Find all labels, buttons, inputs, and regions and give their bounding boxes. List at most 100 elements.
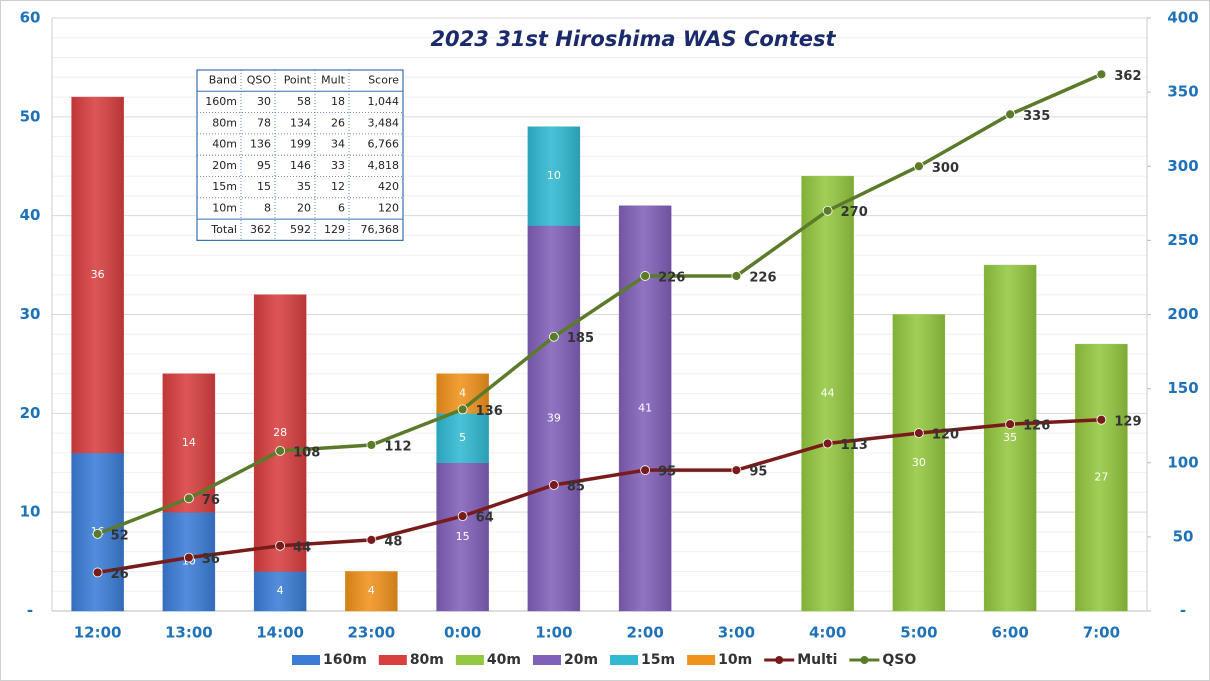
line-label: 48 — [384, 534, 402, 549]
table-cell: 76,368 — [361, 223, 400, 236]
table-cell: 362 — [250, 223, 271, 236]
bar-label: 30 — [912, 456, 926, 469]
table-cell: 20m — [212, 159, 237, 172]
table-cell: 15 — [257, 180, 271, 193]
legend-label: 15m — [641, 652, 675, 668]
line-point — [92, 567, 103, 578]
legend-marker — [775, 656, 784, 664]
y2-tick-label: - — [1180, 602, 1186, 620]
legend-swatch — [455, 655, 484, 665]
legend-label: 160m — [323, 652, 367, 668]
y2-tick-label: 250 — [1167, 231, 1198, 249]
table-cell: 129 — [324, 223, 345, 236]
y2-tick-label: 150 — [1167, 379, 1198, 397]
table-cell: Total — [210, 223, 237, 236]
line-point — [548, 331, 559, 342]
table-cell: 6 — [338, 201, 345, 214]
table-cell: Mult — [321, 74, 346, 87]
legend-label: 10m — [718, 652, 752, 668]
line-label: 129 — [1114, 414, 1141, 429]
table-cell: 34 — [331, 138, 345, 151]
table-cell: 146 — [290, 159, 311, 172]
line-point — [1096, 414, 1107, 425]
line-point — [457, 404, 468, 415]
table-cell: 30 — [257, 95, 271, 108]
line-point — [640, 271, 651, 281]
x-tick-label: 7:00 — [1083, 624, 1120, 642]
legend-label: QSO — [882, 652, 916, 668]
line-label: 126 — [1023, 419, 1050, 434]
legend-swatch — [610, 655, 639, 665]
table-cell: 160m — [205, 95, 237, 108]
table-cell: 20 — [297, 201, 311, 214]
line-label: 136 — [476, 404, 503, 419]
y2-tick-label: 400 — [1167, 9, 1198, 27]
table-cell: 120 — [378, 201, 399, 214]
table-cell: 592 — [290, 223, 311, 236]
line-point — [366, 440, 377, 450]
line-label: 112 — [384, 439, 411, 454]
bar-label: 10 — [547, 169, 561, 182]
line-point — [640, 465, 651, 476]
y-tick-label: 10 — [20, 503, 41, 521]
x-tick-label: 5:00 — [900, 624, 937, 642]
table-cell: 26 — [331, 116, 345, 129]
line-label: 362 — [1114, 69, 1141, 84]
line-point — [913, 428, 924, 439]
table-cell: 1,044 — [368, 95, 400, 108]
line-label: 226 — [749, 270, 776, 285]
x-tick-label: 3:00 — [718, 624, 755, 642]
line-label: 335 — [1023, 109, 1050, 124]
table-cell: 80m — [212, 116, 237, 129]
bar-label: 28 — [273, 426, 287, 439]
line-label: 76 — [202, 493, 220, 508]
y2-tick-label: 300 — [1167, 157, 1198, 175]
bar-label: 35 — [1003, 431, 1017, 444]
legend: 160m 80m 40m 20m 15m 10m Multi QSO — [292, 652, 916, 668]
y2-tick-label: 50 — [1173, 527, 1194, 545]
table-cell: 40m — [212, 138, 237, 151]
x-tick-label: 14:00 — [256, 624, 304, 642]
line-series — [97, 418, 1102, 575]
line-label: 85 — [567, 479, 585, 494]
x-tick-label: 23:00 — [348, 624, 396, 642]
bar-shade — [984, 265, 1037, 611]
table-cell: 12 — [331, 180, 345, 193]
line-point — [275, 445, 286, 456]
table-cell: 18 — [331, 95, 345, 108]
line-point — [548, 480, 559, 490]
bar-label: 15 — [456, 530, 470, 543]
line-point — [183, 493, 194, 504]
table-cell: 4,818 — [368, 159, 400, 172]
line-label: 185 — [567, 331, 594, 346]
table-cell: 8 — [264, 201, 271, 214]
bars: 161043614284430352715394151044 — [71, 96, 1128, 612]
y-tick-label: - — [27, 602, 33, 620]
chart-title: 2023 31st Hiroshima WAS Contest — [430, 27, 836, 51]
line-point — [275, 540, 286, 551]
legend-swatch — [292, 655, 320, 665]
line-label: 270 — [841, 205, 868, 220]
line-label: 226 — [658, 270, 685, 285]
line-point — [183, 552, 194, 563]
table-cell: Band — [209, 74, 237, 87]
x-tick-label: 12:00 — [74, 624, 122, 642]
bar-label: 36 — [91, 268, 105, 281]
x-tick-label: 13:00 — [165, 624, 213, 642]
table-cell: 33 — [331, 159, 345, 172]
x-tick-label: 1:00 — [535, 624, 572, 642]
line-point — [731, 465, 742, 476]
line-label: 44 — [293, 540, 311, 555]
bar-shade — [254, 294, 307, 572]
legend-swatch — [532, 655, 561, 665]
y-tick-label: 50 — [20, 107, 41, 125]
table-cell: 95 — [257, 159, 271, 172]
y-tick-label: 40 — [20, 206, 41, 224]
line-point — [1096, 69, 1107, 80]
table-cell: 199 — [290, 138, 311, 151]
line-label: 64 — [476, 511, 494, 526]
line-label: 300 — [932, 161, 959, 176]
bar-label: 4 — [368, 584, 375, 597]
